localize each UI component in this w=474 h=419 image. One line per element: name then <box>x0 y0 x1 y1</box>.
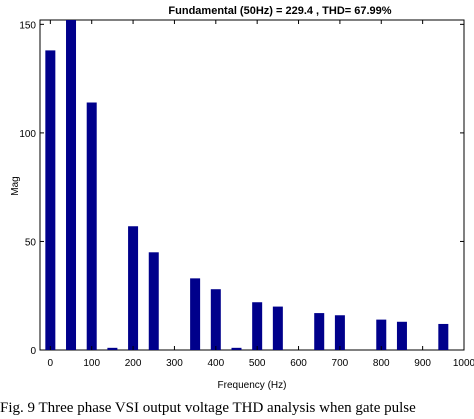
y-axis: 0 50 100 150 <box>19 20 464 357</box>
x-tick-label-8: 800 <box>373 358 390 369</box>
y-tick-label-0: 0 <box>30 346 36 357</box>
x-tick-label-2: 200 <box>125 358 142 369</box>
bar-7 <box>210 289 221 350</box>
x-tick-label-3: 300 <box>166 358 183 369</box>
plot-area <box>39 19 465 351</box>
x-tick-label-1: 100 <box>83 358 100 369</box>
chart-title: Fundamental (50Hz) = 229.4 , THD= 67.99% <box>168 5 391 17</box>
figure-caption: Fig. 9 Three phase VSI output voltage TH… <box>0 400 416 416</box>
x-tick-label-0: 0 <box>48 358 54 369</box>
x-tick-label-5: 500 <box>249 358 266 369</box>
bar-2 <box>86 102 97 350</box>
bar-12 <box>334 315 345 350</box>
bar-4 <box>128 226 139 350</box>
y-tick-label-2: 100 <box>19 129 36 140</box>
x-tick-label-4: 400 <box>207 358 224 369</box>
y-tick-label-1: 50 <box>25 237 37 248</box>
x-tick-label-6: 600 <box>290 358 307 369</box>
bar-10 <box>272 306 283 350</box>
x-axis-label: Frequency (Hz) <box>218 380 287 391</box>
x-tick-label-10: 1000 <box>453 358 474 369</box>
bar-8 <box>231 347 242 350</box>
chart-figure: Fundamental (50Hz) = 229.4 , THD= 67.99%… <box>10 5 474 391</box>
bar-13 <box>376 319 387 350</box>
bar-14 <box>396 321 407 350</box>
chart-svg: Fundamental (50Hz) = 229.4 , THD= 67.99%… <box>10 5 474 391</box>
bar-group <box>45 20 449 350</box>
bar-6 <box>190 278 201 350</box>
bar-5 <box>148 252 159 350</box>
bar-9 <box>252 302 263 350</box>
bar-11 <box>314 313 325 350</box>
bar-0 <box>45 50 56 350</box>
x-tick-label-7: 700 <box>332 358 349 369</box>
bar-15 <box>438 323 449 350</box>
bar-3 <box>107 347 118 350</box>
x-axis: 0 100 200 300 400 500 600 700 800 900 1000 <box>48 20 474 369</box>
y-axis-label: Mag <box>10 176 21 195</box>
y-tick-label-3: 150 <box>19 20 36 31</box>
x-tick-label-9: 900 <box>414 358 431 369</box>
bar-1 <box>66 20 77 350</box>
